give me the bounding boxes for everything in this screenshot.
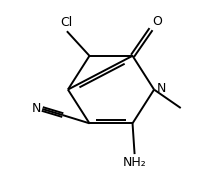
Text: O: O <box>153 14 163 28</box>
Text: N: N <box>31 102 41 115</box>
Text: Cl: Cl <box>60 16 72 29</box>
Text: N: N <box>157 82 166 95</box>
Text: NH₂: NH₂ <box>123 156 147 169</box>
